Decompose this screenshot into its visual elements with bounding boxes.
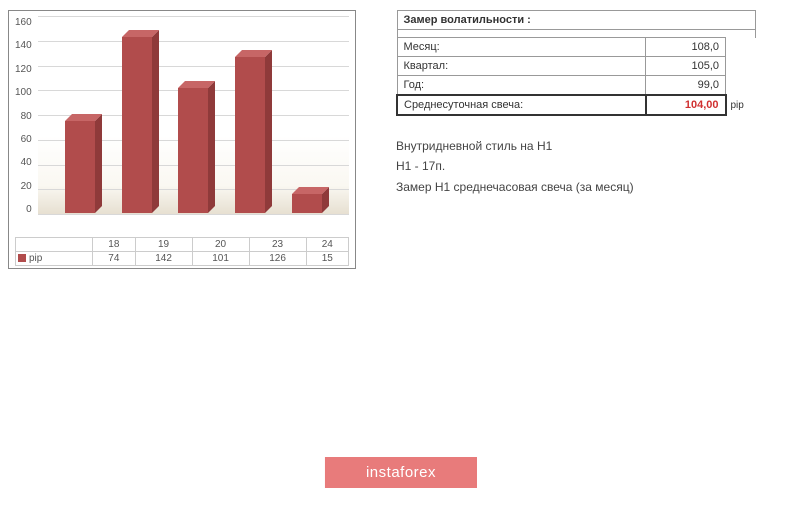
chart-area: 160 140 120 100 80 60 40 20 0 [15,17,349,235]
bar [117,37,157,213]
volatility-row-year: Год: 99,0 [397,76,756,96]
legend-label: pip [29,253,42,264]
notes-line1: Внутридневной стиль на H1 [396,136,794,156]
y-tick-label: 140 [15,40,32,51]
instaforex-badge: instaforex [325,457,477,488]
table-value: 101 [192,252,249,266]
notes-line2: H1 - 17п. [396,156,794,176]
vol-label-year: Год: [397,76,646,96]
vol-value-quarter: 105,0 [646,57,726,76]
table-value: 74 [93,252,135,266]
y-axis: 160 140 120 100 80 60 40 20 0 [15,17,38,215]
volatility-header: Замер волатильности : [397,11,756,30]
volatility-table: Замер волатильности : Месяц: 108,0 Кварт… [396,10,756,116]
vol-label-month: Месяц: [397,38,646,57]
notes-line3: Замер H1 среднечасовая свеча (за месяц) [396,177,794,197]
y-tick-label: 120 [15,64,32,75]
bar [173,88,213,213]
table-category: 18 [93,238,135,252]
table-category: 24 [306,238,348,252]
y-tick-label: 100 [15,87,32,98]
volatility-summary-row: Среднесуточная свеча: 104,00 pip [397,95,756,115]
vol-value-month: 108,0 [646,38,726,57]
vol-label-quarter: Квартал: [397,57,646,76]
bars-container [38,17,349,215]
vol-empty [726,76,756,96]
vol-empty [726,57,756,76]
bar [60,121,100,213]
table-category: 20 [192,238,249,252]
y-tick-label: 40 [21,157,32,168]
table-value: 126 [249,252,306,266]
right-panel: Замер волатильности : Месяц: 108,0 Кварт… [356,10,794,269]
bar-chart-panel: 160140120100806040200 1819202324pip74142… [8,10,356,269]
y-tick-label: 60 [21,134,32,145]
notes-block: Внутридневной стиль на H1 H1 - 17п. Заме… [396,136,794,197]
y-tick-label: 0 [26,204,32,215]
y-tick-label: 20 [21,181,32,192]
bar [230,57,270,213]
bar [287,194,327,213]
vol-empty [726,38,756,57]
table-category: 19 [135,238,192,252]
main-container: 160140120100806040200 1819202324pip74142… [0,0,802,279]
plot-area [38,17,349,235]
vol-summary-label: Среднесуточная свеча: [397,95,646,115]
table-corner [16,238,93,252]
table-value: 142 [135,252,192,266]
chart-data-table: 1819202324 pip 7414210112615 [15,237,349,266]
vol-summary-value: 104,00 [646,95,726,115]
volatility-spacer [397,30,756,38]
table-value: 15 [306,252,348,266]
y-tick-label: 80 [21,111,32,122]
vol-value-year: 99,0 [646,76,726,96]
volatility-row-quarter: Квартал: 105,0 [397,57,756,76]
y-tick-label: 160 [15,17,32,28]
legend-marker-icon [18,254,26,262]
vol-summary-unit: pip [726,95,756,115]
table-category: 23 [249,238,306,252]
volatility-row-month: Месяц: 108,0 [397,38,756,57]
legend-cell: pip [16,252,93,266]
